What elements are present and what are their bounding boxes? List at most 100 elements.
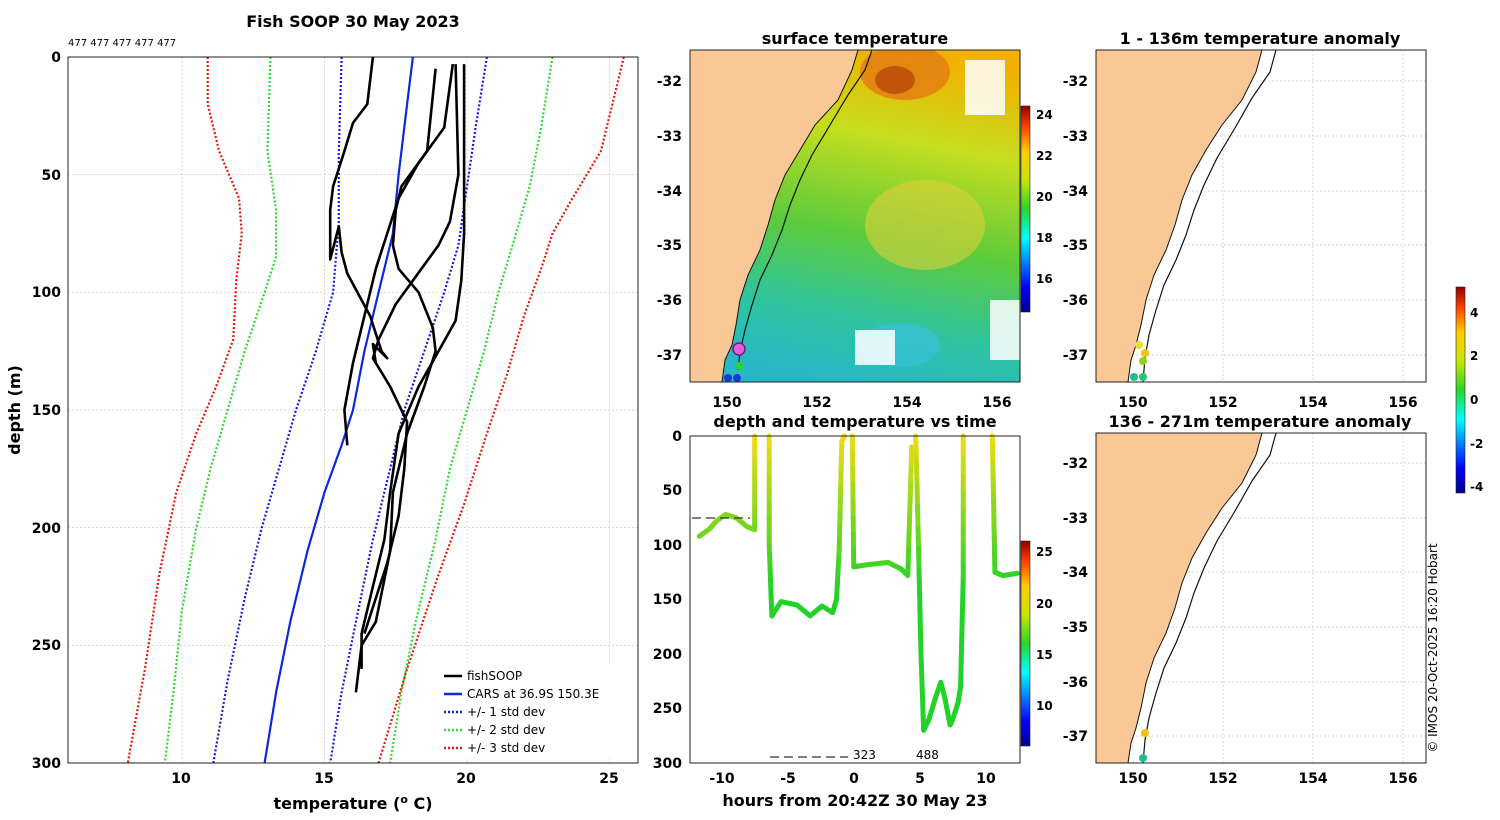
anomaly-bottom-dot <box>1139 754 1147 762</box>
profile-ytick: 200 <box>32 521 61 537</box>
profile-axes-frame <box>67 56 639 764</box>
profile-ytick: 150 <box>32 403 61 419</box>
sst-colorbar-tick: 18 <box>1036 231 1053 245</box>
anomaly-bottom-ytick: -36 <box>1063 675 1088 691</box>
legend-label: CARS at 36.9S 150.3E <box>467 687 599 701</box>
sst-xtick: 152 <box>802 395 831 411</box>
profile-title: Fish SOOP 30 May 2023 <box>246 12 460 31</box>
sst-ytick: -32 <box>657 74 682 90</box>
sst-cloud-gap <box>990 300 1020 360</box>
anomaly-top-ytick: -33 <box>1063 129 1088 145</box>
profile-line-9 <box>354 68 437 693</box>
anomaly-colorbar-tick: 2 <box>1470 349 1478 363</box>
sst-map-panel: surface temperature -32 -33 -34 -35 -36 … <box>657 29 1053 411</box>
sst-xtick: 156 <box>982 395 1011 411</box>
sst-xtick: 154 <box>892 395 921 411</box>
sst-cloud-gap <box>855 330 895 365</box>
profile-panel: Fish SOOP 30 May 2023 477 477 477 477 47… <box>5 12 639 813</box>
time-ytick: 300 <box>653 756 682 772</box>
profile-line-0 <box>263 56 414 764</box>
anomaly-bottom-land <box>1096 433 1263 763</box>
anomaly-bottom-xtick: 154 <box>1298 771 1327 787</box>
profile-xtick: 25 <box>599 771 618 787</box>
time-colorbar-tick: 25 <box>1036 545 1053 559</box>
sst-map-title: surface temperature <box>762 29 949 48</box>
anomaly-bottom-xtick: 156 <box>1388 771 1417 787</box>
profile-xtick: 10 <box>171 771 191 787</box>
time-ytick: 50 <box>663 483 683 499</box>
anomaly-top-xtick: 156 <box>1388 395 1417 411</box>
anomaly-bottom-ytick: -35 <box>1063 620 1088 636</box>
time-ytick: 150 <box>653 592 682 608</box>
anomaly-top-xtick: 150 <box>1118 395 1147 411</box>
profile-legend: fishSOOP CARS at 36.9S 150.3E +/- 1 std … <box>438 664 618 758</box>
anomaly-bottom-dot <box>1141 729 1149 737</box>
sst-land <box>690 50 859 382</box>
anomaly-bottom-ytick: -33 <box>1063 511 1088 527</box>
profile-xtick: 20 <box>456 771 476 787</box>
time-ytick: 100 <box>653 538 682 554</box>
time-note: 323 <box>853 748 876 762</box>
sst-ytick: -33 <box>657 129 682 145</box>
sst-colorbar-tick: 20 <box>1036 190 1053 204</box>
cast-ids-label: 477 477 477 477 477 <box>68 38 176 49</box>
profile-ytick: 300 <box>32 756 61 772</box>
time-ytick: 200 <box>653 647 682 663</box>
time-note: 488 <box>916 748 939 762</box>
anomaly-bottom-xtick: 152 <box>1208 771 1237 787</box>
sst-isobath <box>737 50 873 371</box>
sst-colorbar-tick: 22 <box>1036 149 1053 163</box>
sst-cloud-gap <box>965 60 1005 115</box>
time-axes-frame <box>689 435 1021 764</box>
anomaly-top-ytick: -36 <box>1063 293 1088 309</box>
anomaly-bottom-ytick: -32 <box>1063 456 1088 472</box>
sst-eddy <box>865 180 985 270</box>
profile-line-4 <box>389 56 554 764</box>
profile-xlabel: temperature (o C) <box>273 793 432 813</box>
sst-ytick: -36 <box>657 293 682 309</box>
time-xtick: -5 <box>780 771 796 787</box>
sst-ytick: -34 <box>657 184 683 200</box>
anomaly-top-dot <box>1130 373 1138 381</box>
anomaly-colorbar-tick: -2 <box>1470 437 1483 451</box>
time-ytick: 250 <box>653 701 682 717</box>
profile-ytick: 50 <box>42 168 62 184</box>
sst-map-frame <box>689 49 1021 383</box>
time-xtick: 0 <box>849 771 859 787</box>
sst-colorbar <box>1020 105 1031 313</box>
anomaly-top-ytick: -35 <box>1063 238 1088 254</box>
sst-warm-center <box>875 66 915 94</box>
sst-colorbar-tick: 24 <box>1036 108 1053 122</box>
sst-station-dot <box>724 374 732 382</box>
time-colorbar-tick: 10 <box>1036 699 1053 713</box>
anomaly-top-title: 1 - 136m temperature anomaly <box>1120 29 1401 48</box>
anomaly-top-dot <box>1135 341 1143 349</box>
anomaly-colorbar-tick: 4 <box>1470 306 1478 320</box>
anomaly-bottom-ytick: -34 <box>1063 565 1089 581</box>
profile-line-7 <box>328 56 389 364</box>
anomaly-colorbar <box>1455 286 1466 494</box>
time-ytick: 0 <box>672 429 682 445</box>
anomaly-top-land <box>1096 50 1263 382</box>
anomaly-top-ytick: -37 <box>1063 348 1088 364</box>
profile-line-11 <box>360 64 466 669</box>
anomaly-top-ytick: -32 <box>1063 74 1088 90</box>
legend-label: fishSOOP <box>467 669 522 683</box>
time-xlabel: hours from 20:42Z 30 May 23 <box>722 791 987 810</box>
time-colorbar-tick: 20 <box>1036 597 1053 611</box>
profile-line-2 <box>329 56 488 764</box>
time-xtick: 10 <box>976 771 996 787</box>
anomaly-bottom-frame <box>1095 432 1427 764</box>
anomaly-map-top-panel: 1 - 136m temperature anomaly -32 -33 -34… <box>1063 29 1427 411</box>
profile-line-6 <box>377 56 625 764</box>
sst-station-dot <box>733 374 741 382</box>
profile-line-8 <box>343 63 455 446</box>
anomaly-colorbar-tick: 0 <box>1470 393 1478 407</box>
time-colorbar-tick: 15 <box>1036 648 1053 662</box>
legend-label: +/- 3 std dev <box>467 741 545 755</box>
sst-ytick: -37 <box>657 348 682 364</box>
legend-label: +/- 2 std dev <box>467 723 545 737</box>
anomaly-bottom-title: 136 - 271m temperature anomaly <box>1109 412 1412 431</box>
anomaly-bottom-ytick: -37 <box>1063 729 1088 745</box>
profile-series <box>126 56 625 764</box>
